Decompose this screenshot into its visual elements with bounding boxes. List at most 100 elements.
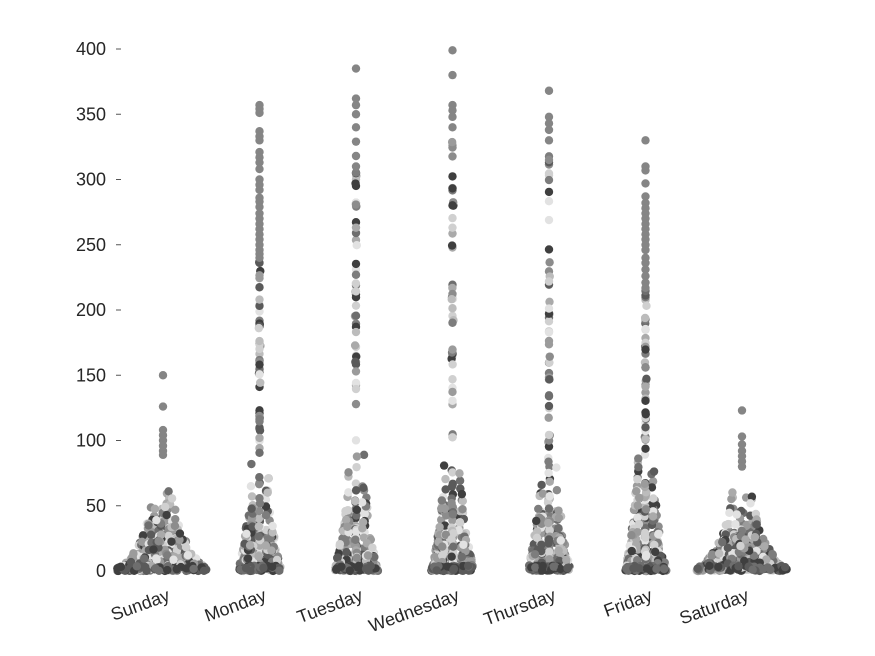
outlier-point	[255, 136, 264, 145]
y-tick-label: 250	[76, 235, 106, 255]
data-point	[544, 155, 554, 165]
outlier-point	[641, 136, 650, 145]
data-point	[263, 488, 272, 497]
data-point	[714, 562, 723, 572]
outlier-point	[641, 192, 650, 201]
data-point	[359, 483, 368, 493]
outlier-point	[641, 179, 650, 188]
data-point	[531, 563, 540, 572]
data-point	[648, 512, 658, 521]
data-point	[544, 304, 554, 313]
y-tick-label: 300	[76, 170, 106, 190]
data-point	[363, 551, 373, 560]
data-point	[267, 562, 277, 571]
data-point	[254, 522, 264, 531]
outlier-point	[544, 86, 554, 95]
data-point	[172, 564, 181, 574]
data-point	[707, 550, 717, 559]
swarm-points	[113, 46, 791, 576]
data-point	[633, 475, 642, 484]
outlier-point	[351, 123, 361, 132]
outlier-point	[255, 164, 264, 174]
data-point	[441, 485, 450, 494]
data-point	[439, 461, 449, 470]
data-point	[447, 137, 457, 147]
data-point	[344, 488, 353, 497]
data-point	[723, 519, 733, 529]
data-point	[634, 462, 643, 472]
data-point	[633, 501, 643, 510]
data-point	[182, 564, 191, 573]
data-point	[544, 401, 554, 411]
outlier-point	[351, 94, 361, 103]
data-point	[747, 492, 757, 501]
data-point	[457, 552, 467, 562]
data-point	[364, 566, 373, 575]
data-point	[351, 479, 361, 488]
data-point	[725, 508, 734, 518]
data-point	[545, 352, 554, 361]
data-point	[705, 561, 714, 571]
data-point	[448, 172, 457, 181]
y-tick-label: 50	[86, 496, 106, 516]
data-point	[545, 526, 554, 535]
outlier-point	[641, 258, 650, 268]
data-point	[351, 357, 360, 367]
data-point	[530, 550, 540, 559]
data-point	[447, 241, 457, 250]
data-point	[255, 336, 264, 346]
data-point	[647, 483, 657, 492]
data-point	[544, 245, 554, 254]
data-point	[154, 566, 164, 576]
data-point	[458, 496, 467, 506]
data-point	[358, 498, 367, 507]
data-point	[714, 549, 724, 558]
data-point	[641, 410, 650, 419]
outlier-point	[641, 166, 650, 175]
outlier-point	[255, 158, 264, 167]
data-point	[154, 537, 163, 546]
data-point	[649, 494, 658, 503]
data-point	[641, 396, 650, 405]
data-point	[448, 283, 457, 293]
data-point	[181, 543, 191, 552]
data-point	[556, 536, 566, 545]
data-point	[352, 452, 362, 461]
data-point	[544, 535, 554, 544]
data-point	[634, 493, 644, 502]
data-point	[629, 564, 638, 573]
data-point	[563, 564, 572, 573]
data-point	[255, 417, 264, 426]
data-point	[151, 554, 161, 563]
data-point	[634, 454, 643, 463]
data-point	[337, 562, 346, 571]
data-point	[351, 287, 361, 296]
data-point	[351, 168, 361, 177]
data-point	[351, 200, 361, 209]
x-tick-label: Thursday	[481, 585, 558, 629]
data-point	[170, 521, 180, 531]
outlier-point	[351, 162, 361, 171]
data-point	[780, 562, 790, 572]
data-point	[441, 474, 450, 484]
y-tick-label: 100	[76, 431, 106, 451]
data-point	[455, 476, 465, 485]
data-point	[448, 152, 457, 161]
outlier-point	[448, 70, 457, 80]
data-point	[261, 495, 271, 504]
data-point	[351, 223, 361, 232]
data-point	[254, 479, 264, 489]
data-point	[255, 283, 264, 292]
data-point	[254, 552, 263, 561]
data-point	[437, 504, 446, 513]
data-point	[651, 547, 660, 557]
data-point	[267, 546, 276, 555]
data-point	[723, 543, 733, 553]
data-point	[732, 510, 742, 519]
data-point	[760, 542, 769, 551]
data-point	[351, 279, 361, 288]
data-point	[255, 448, 264, 457]
data-point	[449, 565, 458, 575]
data-point	[255, 499, 265, 508]
data-point	[554, 506, 563, 515]
